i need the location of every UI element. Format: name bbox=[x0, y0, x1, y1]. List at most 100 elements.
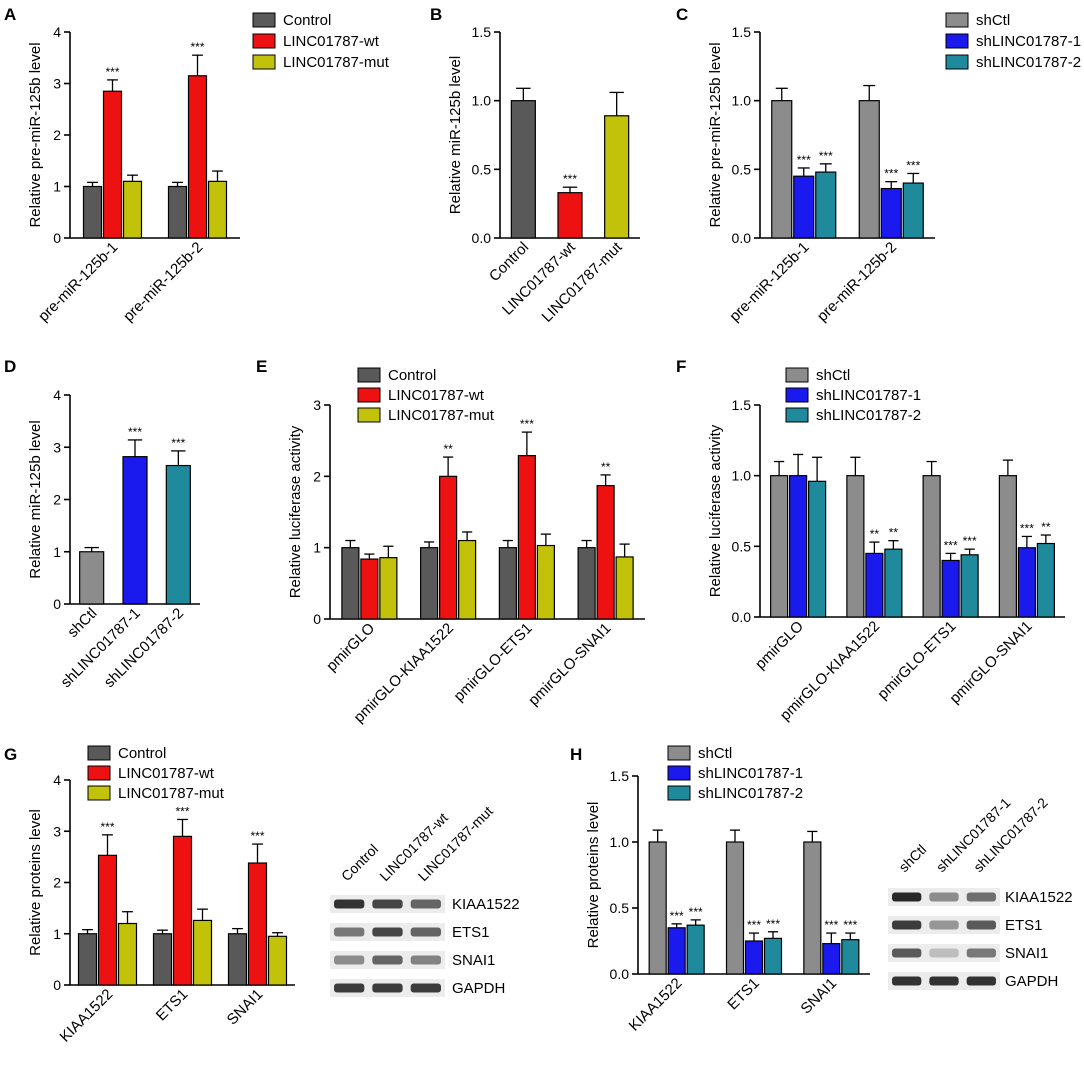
significance-mark: *** bbox=[105, 65, 119, 79]
significance-mark: *** bbox=[1020, 521, 1034, 535]
legend-swatch bbox=[357, 387, 381, 403]
y-tick-label: 1 bbox=[313, 540, 321, 556]
y-tick-label: 4 bbox=[53, 772, 61, 788]
legend-label: shLINC01787-2 bbox=[698, 785, 803, 802]
legend-swatch bbox=[945, 33, 969, 49]
blot-band bbox=[410, 927, 441, 937]
bar-g-1-2 bbox=[247, 862, 268, 986]
bar-f-2-2 bbox=[960, 554, 979, 618]
bar-e-2-0 bbox=[379, 557, 398, 620]
bar-h-0-0 bbox=[648, 841, 667, 975]
blot-protein-label: SNAI1 bbox=[452, 952, 495, 969]
blot-band bbox=[892, 920, 922, 930]
y-tick-label: 1.5 bbox=[472, 24, 492, 40]
bar-e-0-3 bbox=[577, 547, 596, 620]
x-tick-label: pmirGLO-ETS1 bbox=[874, 618, 959, 703]
legend-swatch bbox=[357, 367, 381, 383]
y-tick-label: 3 bbox=[53, 823, 61, 839]
y-axis-label: Relative proteins level bbox=[585, 802, 602, 949]
bar-h-2-1 bbox=[763, 937, 783, 975]
panel-label: C bbox=[676, 5, 688, 24]
bar-f-2-3 bbox=[1036, 542, 1055, 618]
bar-g-0-0 bbox=[77, 933, 98, 986]
significance-mark: ** bbox=[443, 442, 453, 456]
x-tick-label: pmirGLO-ETS1 bbox=[451, 620, 536, 705]
y-tick-label: 1.0 bbox=[610, 834, 630, 850]
y-tick-label: 1 bbox=[53, 544, 61, 560]
y-tick-label: 0.5 bbox=[472, 161, 492, 177]
y-axis-label: Relative pre-miR-125b level bbox=[707, 42, 724, 227]
blot-band bbox=[410, 899, 441, 909]
bar-h-2-2 bbox=[841, 939, 860, 975]
significance-mark: *** bbox=[250, 829, 264, 843]
legend-label: LINC01787-mut bbox=[118, 785, 225, 802]
y-tick-label: 3 bbox=[53, 76, 61, 92]
y-tick-label: 0.0 bbox=[610, 966, 630, 982]
y-tick-label: 0.0 bbox=[732, 609, 752, 625]
bar-h-0-2 bbox=[803, 841, 822, 975]
y-tick-label: 1.5 bbox=[732, 24, 752, 40]
blot-band bbox=[966, 948, 996, 958]
panel-h: H 0.0 0.5 1.0 1.5 Relative proteins level *** *… bbox=[570, 745, 870, 1035]
y-tick-label: 1.5 bbox=[610, 768, 630, 784]
legend-label: Control bbox=[118, 745, 166, 762]
y-axis-label: Relative pre-miR-125b level bbox=[27, 42, 44, 227]
bar-g-1-1 bbox=[172, 835, 193, 986]
legend-label: shLINC01787-1 bbox=[698, 765, 803, 782]
significance-mark: *** bbox=[190, 40, 204, 54]
bar-b-2-2 bbox=[604, 115, 630, 239]
legend-swatch bbox=[252, 12, 276, 28]
bar-e-2-3 bbox=[615, 556, 634, 620]
significance-mark: *** bbox=[563, 172, 577, 186]
legend-swatch bbox=[667, 765, 691, 781]
significance-mark: ** bbox=[601, 460, 611, 474]
significance-mark: ** bbox=[889, 526, 899, 540]
panel-g: G 0 1 2 3 4 Relative proteins level *** KIAA1522… bbox=[4, 745, 295, 1046]
bar-h-2-0 bbox=[686, 924, 705, 975]
x-tick-label: pre-miR-125b-2 bbox=[120, 239, 206, 325]
bar-d-2-2 bbox=[165, 464, 191, 605]
blot-band bbox=[372, 927, 403, 937]
legend-label: LINC01787-mut bbox=[283, 54, 390, 71]
legend-label: shLINC01787-1 bbox=[976, 33, 1081, 50]
bar-e-1-3 bbox=[596, 485, 615, 620]
panel-f: F 0.0 0.5 1.0 1.5 Relative luciferase activit… bbox=[676, 357, 1065, 724]
y-tick-label: 1 bbox=[53, 926, 61, 942]
blot-band bbox=[410, 955, 441, 965]
panel-label: F bbox=[676, 357, 686, 376]
significance-mark: *** bbox=[843, 918, 857, 932]
x-tick-label: pmirGLO bbox=[323, 620, 378, 675]
significance-mark: *** bbox=[819, 149, 833, 163]
bar-a-0-1 bbox=[167, 185, 188, 239]
y-tick-label: 0.0 bbox=[732, 230, 752, 246]
bar-a-1-1 bbox=[187, 75, 208, 239]
blot-band bbox=[966, 892, 996, 902]
blot-band bbox=[334, 983, 365, 993]
blot-protein-label: SNAI1 bbox=[1005, 945, 1048, 962]
bar-e-1-2 bbox=[517, 455, 536, 620]
blot-band bbox=[966, 920, 996, 930]
bar-f-1-1 bbox=[865, 552, 884, 618]
significance-mark: *** bbox=[766, 917, 780, 931]
legend-label: LINC01787-wt bbox=[388, 387, 485, 404]
bar-g-1-0 bbox=[97, 854, 118, 986]
significance-mark: *** bbox=[670, 909, 684, 923]
bar-g-2-2 bbox=[267, 935, 288, 986]
bar-e-1-0 bbox=[360, 558, 379, 620]
bar-h-1-2 bbox=[822, 943, 841, 975]
blot-band bbox=[966, 976, 996, 986]
x-tick-label: shCtl bbox=[64, 605, 100, 641]
significance-mark: *** bbox=[906, 158, 920, 172]
legend-label: shLINC01787-2 bbox=[976, 54, 1081, 71]
y-tick-label: 1.0 bbox=[732, 93, 752, 109]
y-tick-label: 0 bbox=[53, 977, 61, 993]
bar-g-0-2 bbox=[227, 933, 248, 986]
y-axis-label: Relative luciferase activity bbox=[287, 425, 304, 598]
x-tick-label: LINC01787-mut bbox=[539, 238, 626, 325]
bar-h-1-0 bbox=[667, 927, 686, 975]
significance-mark: *** bbox=[520, 417, 534, 431]
blot-protein-label: ETS1 bbox=[452, 924, 490, 941]
y-axis-label: Relative miR-125b level bbox=[447, 56, 464, 214]
panel-e: E 0 1 2 3 Relative luciferase activity pmirGLO… bbox=[256, 357, 645, 726]
blot-band bbox=[929, 920, 959, 930]
